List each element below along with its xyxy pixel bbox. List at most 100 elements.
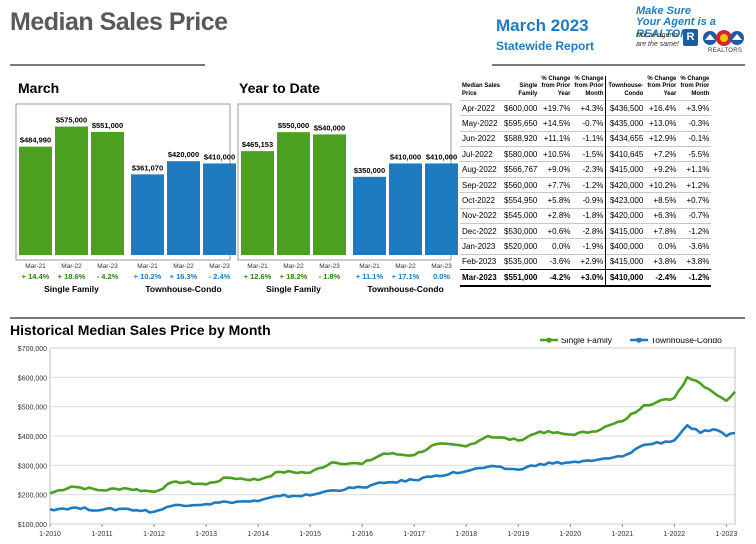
table-cell: +13.0% [645,115,679,132]
line-series-0 [49,375,736,495]
bar-group-label: Single Family [266,284,321,294]
table-cell: +3.9% [678,99,712,116]
table-cell: -5.5% [678,146,712,162]
table-cell: Jun-2022 [460,130,503,147]
realtor-logo: R [683,29,698,46]
table-cell: -2.4% [645,269,679,287]
legend-marker [636,338,642,343]
bar-value-label: $361,070 [132,163,163,172]
table-cell: +9.0% [539,161,573,178]
table-cell: $530,000 [502,223,540,239]
table-cell: 0.0% [645,238,679,255]
table-row: Apr-2022 $600,000 +19.7% +4.3% $436,500 +16.4… [460,99,712,116]
bar-value-label: $410,000 [204,152,235,161]
bar-value-label: $410,000 [426,152,457,161]
table-cell: +9.2% [645,161,679,178]
table-cell: $600,000 [502,99,540,116]
table-cell: $580,000 [502,146,540,162]
table-cell: -0.7% [572,115,606,132]
march-bar-chart: $484,990 Mar-21 + 14.4% $575,000 Mar-22 + 18.… [15,103,236,294]
bar-value-label: $550,000 [278,121,309,130]
y-tick-label: $200,000 [18,493,47,500]
bar-category-label: Mar-23 [97,263,118,270]
table-row: Sep-2022 $560,000 +7.7% -1.2% $420,000 +10.2%… [460,176,712,193]
table-cell: +7.8% [645,223,679,239]
bar-category-label: Mar-21 [247,263,268,270]
table-row: Feb-2023 $535,000 -3.6% +2.9% $415,000 +3.8% +… [460,253,712,270]
table-column-header: Median Sales Price [462,83,501,97]
x-tick-label: 1-2023 [715,531,737,538]
y-tick-label: $700,000 [18,346,47,353]
bar-value-label: $420,000 [168,150,199,159]
bar [389,163,422,255]
table-cell: Dec-2022 [460,223,503,239]
table-column-header: % Change from Prior Month [680,76,710,97]
bar [131,174,164,255]
brand-note-line1: Not all agents [636,32,679,39]
table-cell: -2.8% [572,223,606,239]
bar-category-label: Mar-23 [209,263,230,270]
bar-category-label: Mar-22 [173,263,194,270]
table-cell: -1.2% [678,223,712,239]
table-cell: +7.7% [539,176,573,193]
bar-category-label: Mar-21 [137,263,158,270]
table-cell: +10.2% [645,176,679,193]
y-tick-label: $100,000 [18,522,47,529]
table-cell: May-2022 [460,115,503,132]
bar [19,146,52,255]
table-cell: -3.6% [678,238,712,255]
table-cell: $434,655 [605,130,646,147]
y-tick-label: $300,000 [18,463,47,470]
header-rule-right [492,64,745,66]
table-cell: $595,650 [502,115,540,132]
table-cell: +16.4% [645,99,679,116]
bar-category-label: Mar-22 [395,263,416,270]
table-cell: Feb-2023 [460,253,503,270]
bar [425,163,458,255]
bar-change-label: - 2.4% [209,272,231,281]
table-cell: +2.8% [539,207,573,224]
table-column-header: % Change from Prior Year [647,76,677,97]
bar-change-label: + 18.6% [58,272,86,281]
table-cell: $520,000 [502,238,540,255]
table-cell: $410,645 [605,146,646,162]
bar [55,126,88,255]
x-tick-label: 1-2011 [91,531,112,538]
bar-group-label: Single Family [44,284,99,294]
table-cell: -3.6% [539,253,573,270]
table-column-header: Townhouse- Condo [605,76,646,101]
table-row: Nov-2022 $545,000 +2.8% -1.8% $420,000 +6.3% -… [460,207,712,224]
table-cell: -4.2% [539,269,573,287]
bar-group-label: Townhouse-Condo [145,284,221,294]
bar-change-label: + 18.2% [280,272,308,281]
bar-value-label: $575,000 [56,116,87,125]
table-cell: +19.7% [539,99,573,116]
table-cell: -1.9% [572,238,606,255]
brand-tagline-line1: Make Sure [636,5,692,17]
table-cell: $535,000 [502,253,540,270]
table-cell: -0.1% [678,130,712,147]
bar [91,131,124,255]
bar-category-label: Mar-22 [61,263,82,270]
table-cell: $560,000 [502,176,540,193]
table-row: Jun-2022 $588,920 +11.1% -1.1% $434,655 +12.9… [460,130,712,147]
bar-category-label: Mar-22 [283,263,304,270]
table-cell: +11.1% [539,130,573,147]
x-tick-label: 1-2013 [195,531,217,538]
brand-note-line2: are the same! [636,41,679,48]
header-rule-left [10,64,205,66]
table-cell: +8.5% [645,192,679,209]
table-cell: +0.6% [539,223,573,239]
table-cell: $410,000 [605,269,646,287]
bar [313,134,346,255]
table-cell: $435,000 [605,115,646,132]
table-cell: $415,000 [605,253,646,270]
table-row: Mar-2023 $551,000 -4.2% +3.0% $410,000 -2.4% -… [460,269,712,287]
table-cell: Aug-2022 [460,161,503,178]
bar [277,132,310,255]
x-tick-label: 1-2014 [247,531,269,538]
monthly-price-table: Median Sales Price Single Family% Change fro… [460,76,712,287]
table-cell: +4.3% [572,99,606,116]
table-cell: +6.3% [645,207,679,224]
legend-marker [546,338,552,343]
